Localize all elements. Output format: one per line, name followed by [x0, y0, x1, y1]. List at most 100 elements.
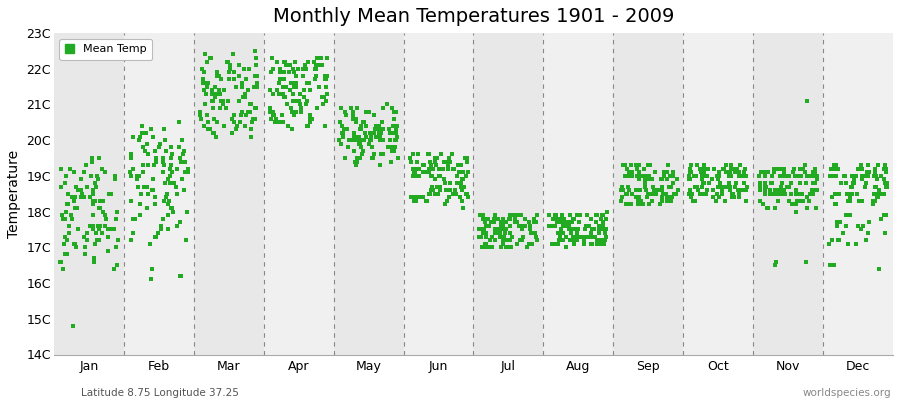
Point — [277, 76, 292, 83]
Point — [364, 134, 379, 140]
Point — [456, 176, 471, 183]
Point — [758, 169, 772, 176]
Point — [643, 190, 657, 197]
Point — [767, 190, 781, 197]
Title: Monthly Mean Temperatures 1901 - 2009: Monthly Mean Temperatures 1901 - 2009 — [273, 7, 674, 26]
Point — [156, 155, 170, 161]
Point — [214, 98, 229, 104]
Point — [528, 234, 543, 240]
Point — [553, 219, 567, 226]
Point — [824, 237, 839, 244]
Point — [829, 201, 843, 208]
Point — [479, 230, 493, 236]
Point — [160, 176, 175, 183]
Point — [388, 144, 402, 150]
Point — [879, 166, 894, 172]
Point — [508, 212, 522, 218]
Point — [442, 155, 456, 161]
Point — [782, 198, 796, 204]
Point — [720, 184, 734, 190]
Point — [804, 173, 818, 179]
Point — [292, 101, 307, 108]
Point — [513, 237, 527, 244]
Point — [335, 130, 349, 136]
Point — [90, 237, 104, 244]
Point — [373, 162, 387, 168]
Point — [91, 223, 105, 229]
Point — [709, 173, 724, 179]
Point — [374, 137, 388, 144]
Point — [344, 105, 358, 111]
Point — [768, 187, 782, 194]
Point — [68, 240, 82, 247]
Point — [548, 216, 562, 222]
Point — [572, 212, 587, 218]
Point — [782, 184, 796, 190]
Point — [296, 73, 310, 79]
Point — [549, 216, 563, 222]
Point — [796, 166, 811, 172]
Point — [88, 198, 103, 204]
Point — [477, 230, 491, 236]
Point — [239, 112, 254, 118]
Point — [66, 323, 80, 329]
Point — [487, 219, 501, 226]
Point — [503, 212, 517, 218]
Point — [130, 176, 144, 183]
Point — [494, 223, 508, 229]
Point — [530, 237, 544, 244]
Point — [424, 187, 438, 194]
Point — [709, 190, 724, 197]
Point — [640, 162, 654, 168]
Point — [712, 169, 726, 176]
Point — [526, 219, 541, 226]
Point — [441, 158, 455, 165]
Point — [238, 90, 252, 97]
Point — [793, 166, 807, 172]
Point — [682, 190, 697, 197]
Point — [315, 62, 329, 68]
Point — [141, 162, 156, 168]
Point — [356, 119, 370, 126]
Point — [520, 244, 535, 250]
Point — [586, 226, 600, 233]
Point — [80, 184, 94, 190]
Point — [478, 240, 492, 247]
Point — [140, 205, 154, 211]
Point — [433, 187, 447, 194]
Point — [770, 187, 785, 194]
Point — [67, 240, 81, 247]
Point — [670, 176, 684, 183]
Point — [239, 76, 254, 83]
Point — [775, 173, 789, 179]
Point — [443, 187, 457, 194]
Point — [263, 108, 277, 115]
Point — [456, 205, 471, 211]
Point — [300, 123, 314, 129]
Point — [452, 169, 466, 176]
Point — [566, 234, 580, 240]
Point — [90, 173, 104, 179]
Point — [662, 194, 677, 200]
Point — [832, 237, 846, 244]
Point — [212, 87, 227, 94]
Point — [639, 187, 653, 194]
Point — [269, 116, 284, 122]
Point — [753, 184, 768, 190]
Point — [625, 162, 639, 168]
Point — [110, 208, 124, 215]
Point — [501, 216, 516, 222]
Point — [625, 169, 639, 176]
Point — [221, 69, 236, 76]
Point — [157, 126, 171, 133]
Point — [354, 123, 368, 129]
Point — [165, 205, 179, 211]
Point — [419, 198, 434, 204]
Point — [154, 223, 168, 229]
Point — [682, 176, 697, 183]
Point — [855, 198, 869, 204]
Point — [354, 144, 368, 150]
Point — [662, 184, 677, 190]
Point — [243, 126, 257, 133]
Point — [556, 230, 571, 236]
